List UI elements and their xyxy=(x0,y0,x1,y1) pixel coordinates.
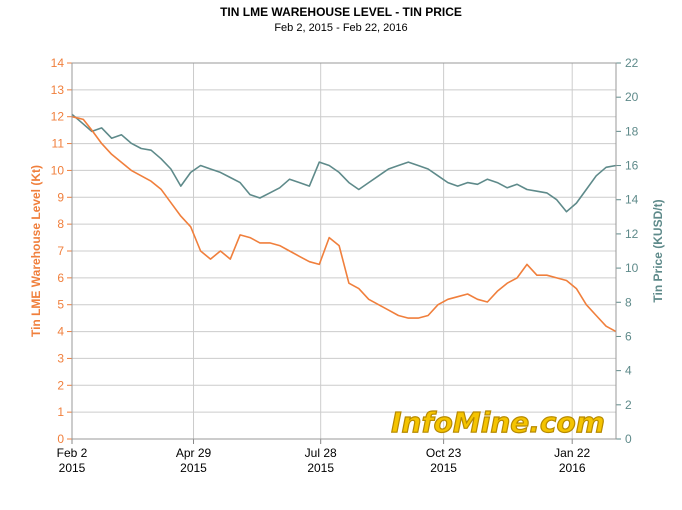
chart-title: TIN LME WAREHOUSE LEVEL - TIN PRICE xyxy=(220,5,462,19)
left-tick-label: 1 xyxy=(57,405,64,419)
left-tick-label: 5 xyxy=(57,298,64,312)
left-tick-label: 14 xyxy=(51,56,65,70)
right-tick-label: 4 xyxy=(625,364,632,378)
x-tick-label-date: Jul 28 xyxy=(305,446,337,460)
left-axis-label: Tin LME Warehouse Level (Kt) xyxy=(29,165,43,337)
watermark-text: InfoMine.com xyxy=(391,406,605,439)
right-tick-label: 20 xyxy=(625,90,639,104)
left-tick-label: 10 xyxy=(51,163,65,177)
left-tick-label: 2 xyxy=(57,378,64,392)
left-tick-label: 12 xyxy=(51,110,65,124)
left-tick-label: 8 xyxy=(57,217,64,231)
right-tick-label: 22 xyxy=(625,56,639,70)
right-tick-label: 18 xyxy=(625,124,639,138)
right-tick-label: 10 xyxy=(625,261,639,275)
right-tick-label: 14 xyxy=(625,193,639,207)
chart-subtitle: Feb 2, 2015 - Feb 22, 2016 xyxy=(274,22,407,34)
watermark: InfoMine.com xyxy=(390,405,605,439)
x-tick-label-date: Feb 2 xyxy=(57,446,88,460)
left-tick-label: 6 xyxy=(57,271,64,285)
right-tick-label: 0 xyxy=(625,432,632,446)
left-tick-label: 11 xyxy=(52,137,65,151)
left-tick-label: 9 xyxy=(57,190,64,204)
right-tick-label: 12 xyxy=(625,227,639,241)
grid-lines xyxy=(71,62,616,440)
x-tick-label-year: 2015 xyxy=(430,461,457,475)
right-tick-label: 2 xyxy=(625,398,632,412)
left-tick-label: 4 xyxy=(57,325,64,339)
plot-frame xyxy=(71,62,617,440)
warehouse-level-line xyxy=(71,115,617,333)
tin-price-line xyxy=(71,113,617,213)
series-group xyxy=(71,113,617,333)
x-tick-label-year: 2015 xyxy=(307,461,334,475)
left-tick-label: 7 xyxy=(57,244,64,258)
right-tick-label: 6 xyxy=(625,329,632,343)
left-tick-label: 0 xyxy=(57,432,64,446)
left-tick-label: 3 xyxy=(57,351,64,365)
right-axis-label: Tin Price (KUSD/t) xyxy=(651,199,665,302)
x-tick-label-year: 2015 xyxy=(59,461,86,475)
right-tick-label: 8 xyxy=(625,295,632,309)
x-tick-label-date: Oct 23 xyxy=(426,446,462,460)
x-tick-label-date: Jan 22 xyxy=(554,446,590,460)
x-tick-label-year: 2016 xyxy=(559,461,586,475)
right-tick-label: 16 xyxy=(625,159,639,173)
x-tick-label-year: 2015 xyxy=(180,461,207,475)
x-tick-label-date: Apr 29 xyxy=(176,446,212,460)
left-tick-label: 13 xyxy=(51,83,65,97)
right-axis-ticks: 0 2 4 6 8 10 12 14 16 18 20 22 xyxy=(616,56,639,446)
